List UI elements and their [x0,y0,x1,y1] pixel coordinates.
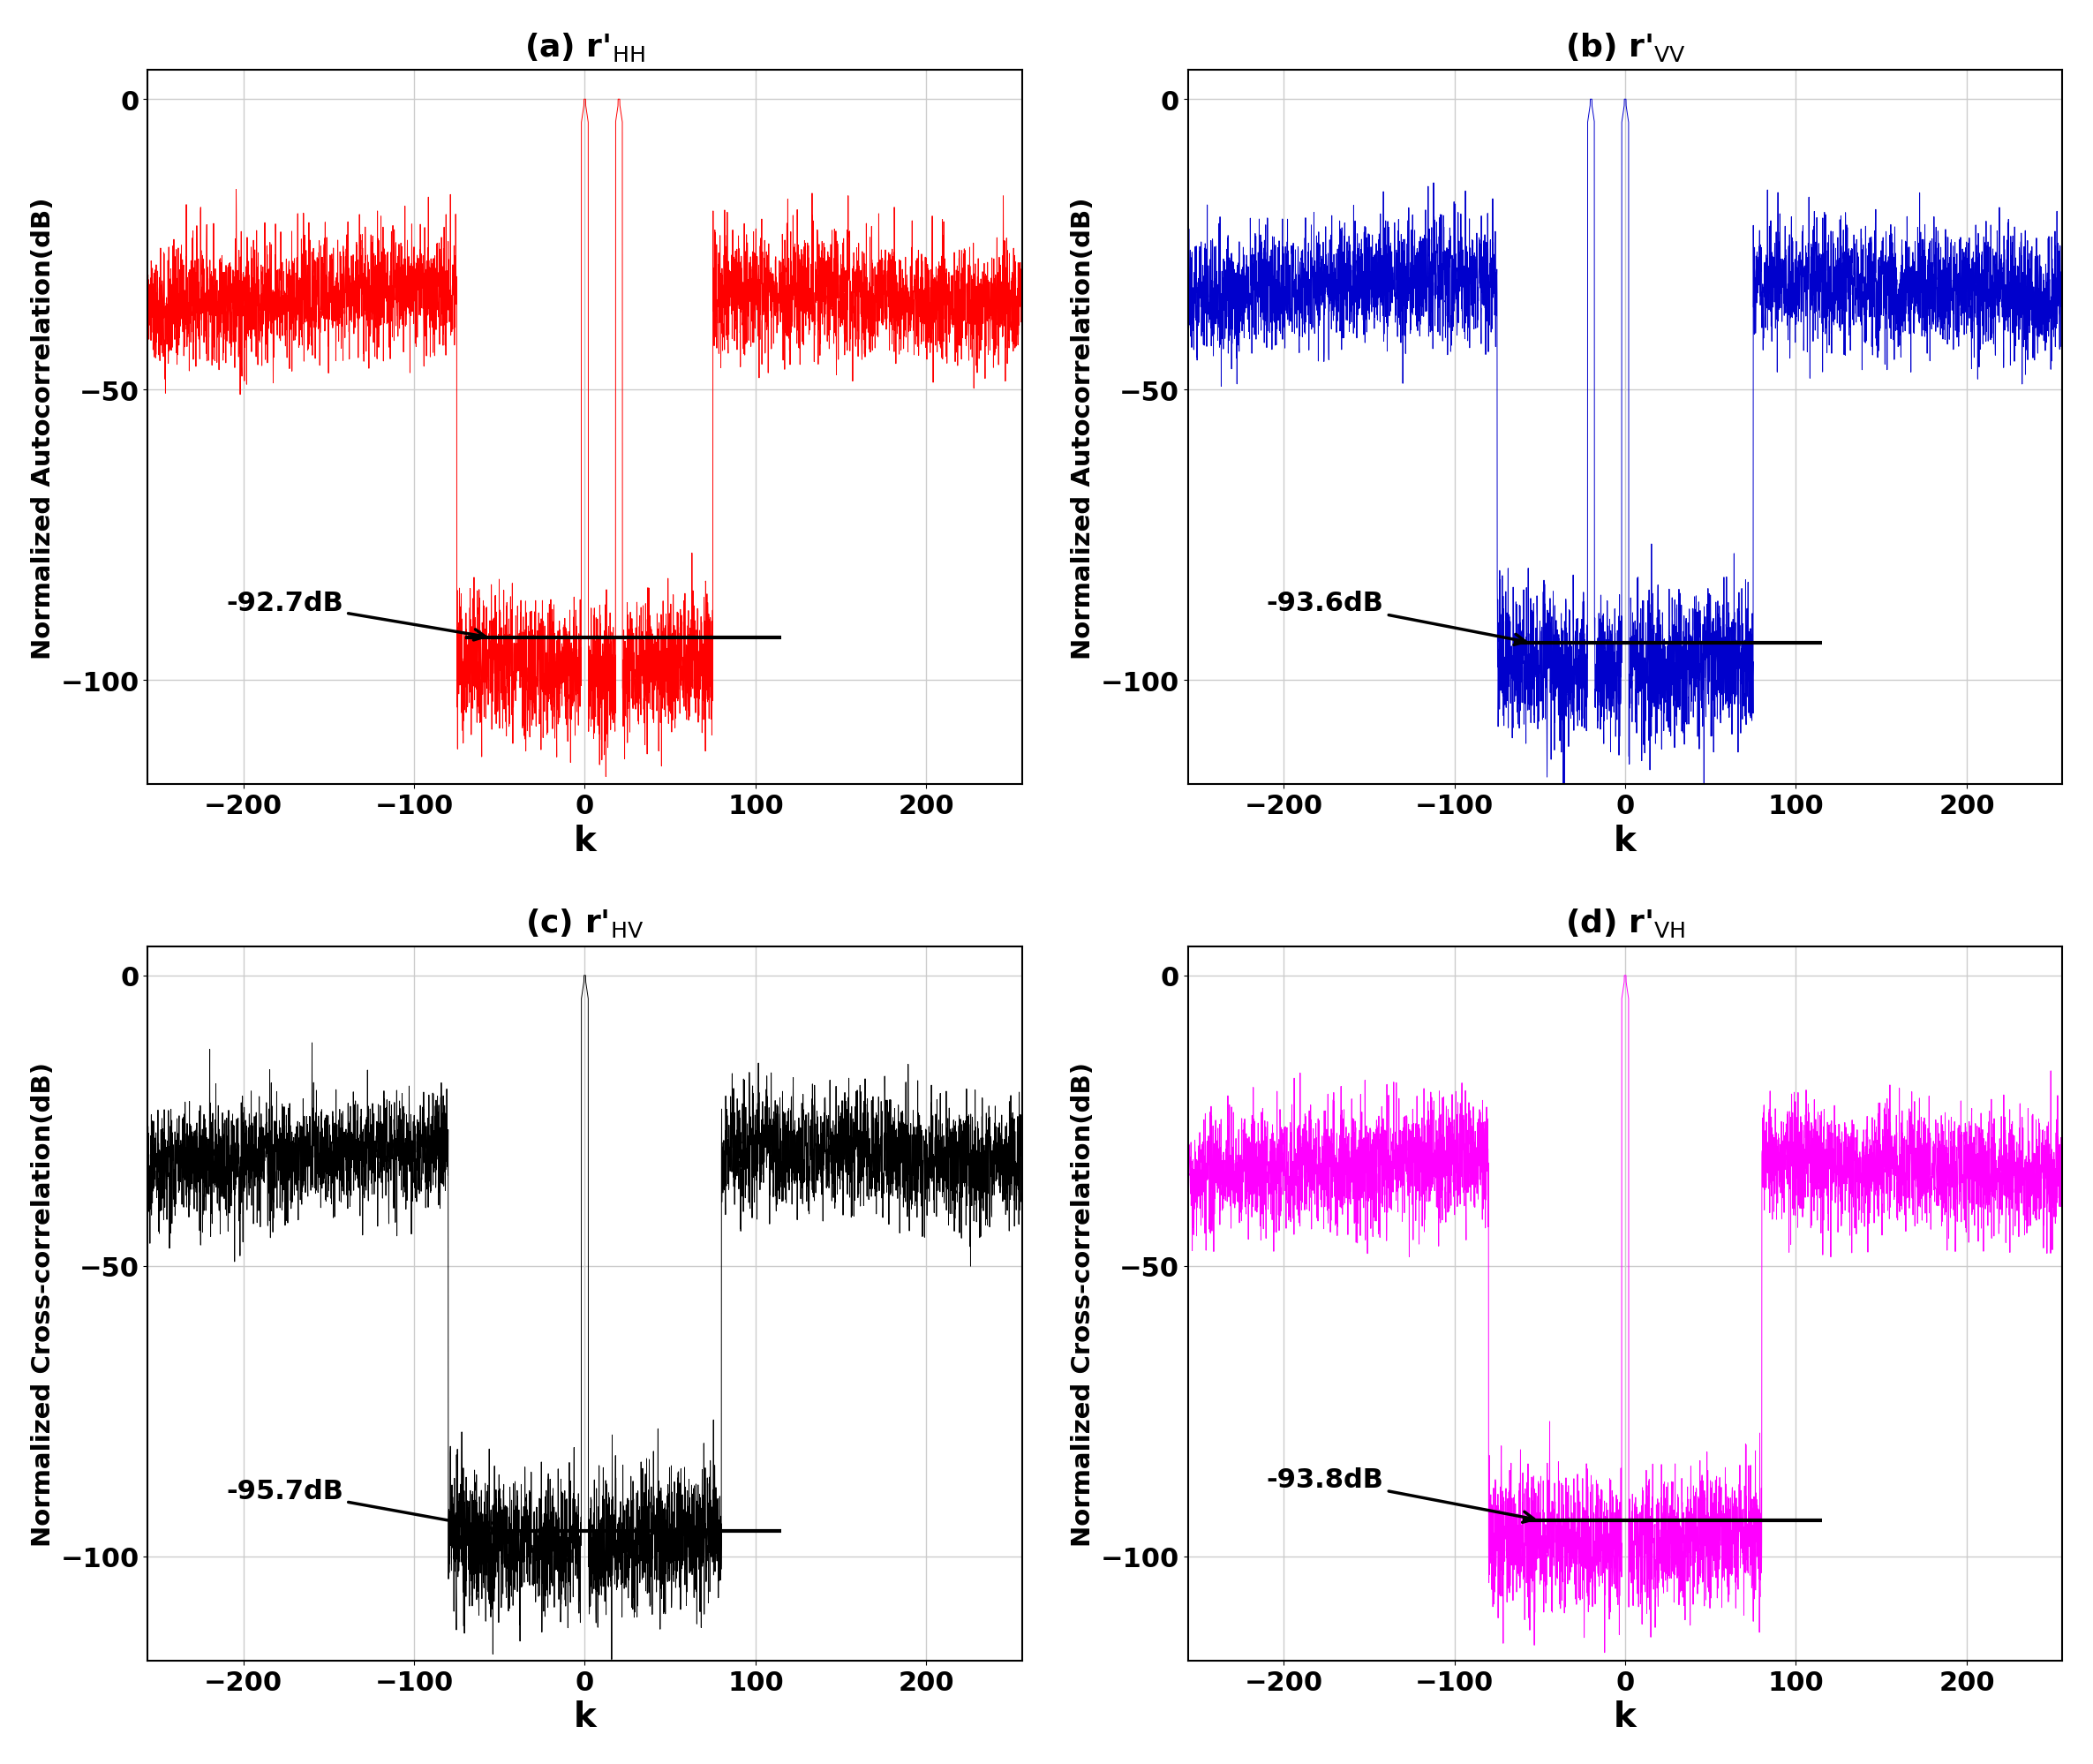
Title: (d) r'$_{\mathrm{VH}}$: (d) r'$_{\mathrm{VH}}$ [1566,907,1685,938]
X-axis label: k: k [573,824,597,857]
Text: -95.7dB: -95.7dB [226,1478,502,1533]
Title: (c) r'$_{\mathrm{HV}}$: (c) r'$_{\mathrm{HV}}$ [525,907,645,938]
X-axis label: k: k [573,1700,597,1734]
X-axis label: k: k [1614,1700,1637,1734]
Title: (b) r'$_{\mathrm{VV}}$: (b) r'$_{\mathrm{VV}}$ [1566,30,1685,64]
X-axis label: k: k [1614,824,1637,857]
Text: -93.8dB: -93.8dB [1266,1466,1534,1522]
Text: -92.7dB: -92.7dB [226,591,486,640]
Title: (a) r'$_{\mathrm{HH}}$: (a) r'$_{\mathrm{HH}}$ [525,30,645,64]
Y-axis label: Normalized Autocorrelation(dB): Normalized Autocorrelation(dB) [31,198,54,660]
Y-axis label: Normalized Autocorrelation(dB): Normalized Autocorrelation(dB) [1072,198,1097,660]
Y-axis label: Normalized Cross-correlation(dB): Normalized Cross-correlation(dB) [31,1062,54,1545]
Text: -93.6dB: -93.6dB [1266,591,1526,646]
Y-axis label: Normalized Cross-correlation(dB): Normalized Cross-correlation(dB) [1072,1062,1097,1545]
